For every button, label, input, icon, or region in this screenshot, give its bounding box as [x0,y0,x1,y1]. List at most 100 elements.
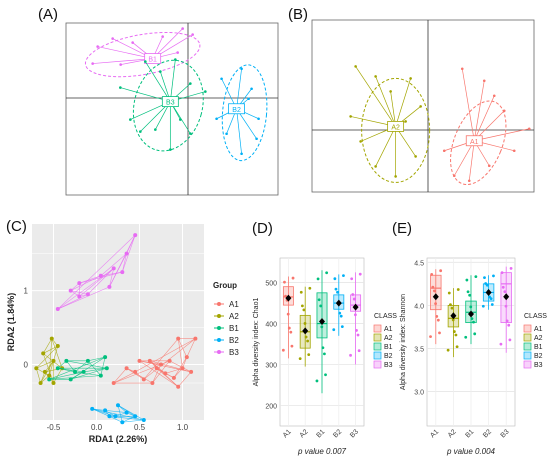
hull-line [139,360,179,387]
jitter-point [472,320,475,324]
data-point-A2 [47,373,52,378]
sample-point [527,127,531,131]
hull-line [143,338,179,380]
data-point-B1 [104,366,109,371]
jitter-point [283,280,286,284]
data-point-B1 [73,369,77,374]
panel-c-rda-plot: -0.5 0.0 0.5 1.0 0 1 RDA1 (2.26%) RDA2 (1.84%) G… [6,224,239,444]
jitter-point [287,326,291,330]
data-point-A2 [51,381,56,386]
hull-line [100,357,106,376]
jitter-point [429,335,432,339]
sample-point [482,79,486,83]
legend-key-dot [217,350,221,354]
group-label-box-B2 [228,103,245,115]
sample-point [512,149,516,153]
data-point-B3 [77,294,82,299]
sample-point [96,45,99,48]
jitter-point [286,312,290,316]
jitter-point [504,304,508,308]
jitter-point [334,287,338,291]
data-point-A1 [176,384,181,389]
group-label-box-A1 [465,135,483,147]
hull-line [92,408,110,417]
box-A1 [430,274,442,311]
sample-point [414,155,417,158]
sample-point [240,152,243,156]
hull-line [57,234,136,310]
x-axis-title: RDA1 (2.26%) [89,434,148,444]
hull-line [109,253,127,288]
jitter-point [298,357,302,360]
hull-line [122,419,144,423]
data-point-B2 [113,414,118,419]
sample-point [467,179,471,183]
data-point-A1 [150,381,155,386]
legend-key-dot [217,326,221,330]
y-tick-label: 1 [24,287,29,296]
hull-line [100,253,127,277]
data-point-A1 [137,358,142,363]
panel-e-label: (E) [392,220,412,237]
sample-point [442,149,446,153]
jitter-point [332,328,336,332]
sample-point [409,77,412,80]
jitter-point [352,297,356,301]
legend-label-B3: B3 [229,348,239,357]
x-tick-label-A1: A1 [429,428,440,439]
sample-point [161,35,164,38]
jitter-point [291,276,295,280]
sample-point [176,51,179,54]
data-point-B3 [120,270,125,275]
jitter-point [509,266,513,270]
jitter-point [474,275,478,279]
sample-point [119,86,122,89]
jitter-point [488,295,491,299]
hull-line [36,368,41,384]
legend-label-B2: B2 [534,353,543,360]
plot-frame [311,19,535,193]
x-tick-label-B1: B1 [315,428,326,439]
data-point-A1 [189,369,194,374]
hull-line [109,416,123,423]
hull-line [70,371,84,380]
spoke-line [355,66,396,127]
data-point-A2 [42,369,47,374]
panel-d-chao1-boxplot: 200 300 400 500 A1 A2 B1 B2 B3 Alpha diversity in… [253,257,397,456]
jitter-point [435,315,439,318]
sample-point [131,41,134,44]
legend-label-B2: B2 [229,336,239,345]
jitter-point [508,338,512,342]
jitter-point [451,318,455,322]
group-ellipse-B1 [84,31,201,78]
hull-line [152,364,162,384]
legend-title: CLASS [524,313,547,320]
x-tick-label-A2: A2 [299,428,310,439]
jitter-point [454,333,458,337]
hull-line [57,367,84,373]
jitter-point [484,282,488,285]
jitter-point [456,288,460,291]
jitter-point [300,304,304,308]
y-axis-title: Alpha diversity index: Chao1 [253,298,260,387]
jitter-point [466,290,470,294]
hull-line [105,410,127,413]
sample-point [250,87,253,91]
spoke-line [473,80,485,141]
hull-line [109,268,114,287]
data-point-A1 [154,366,159,371]
legend-key-dot [217,338,221,342]
jitter-point [503,290,507,293]
jitter-point [338,311,342,315]
legend-label-A1: A1 [229,300,239,309]
hull-line [92,408,116,417]
sample-point [225,132,228,136]
data-point-B1 [64,358,69,363]
jitter-point [446,348,450,352]
legend-label-A2: A2 [384,335,393,342]
spoke-line [236,108,242,154]
x-tick-label: 0.0 [91,423,103,432]
legend-title: Group [213,281,237,290]
hull-line [83,367,107,373]
